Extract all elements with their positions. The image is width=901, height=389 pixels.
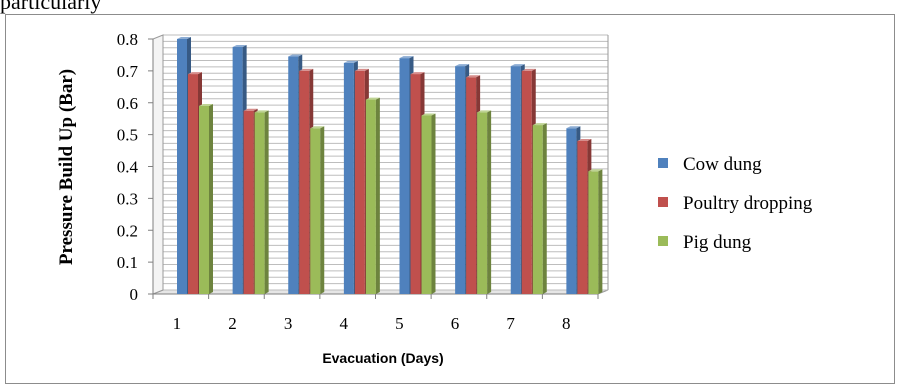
bar bbox=[199, 103, 213, 294]
x-tick-label: 7 bbox=[506, 314, 515, 333]
y-tick-label: 0.1 bbox=[117, 253, 138, 272]
y-tick-label: 0.3 bbox=[117, 189, 138, 208]
legend-item: Pig dung bbox=[658, 232, 752, 253]
y-tick-labels: 0 0.1 0.2 0.3 0.4 0.5 0.6 0.7 0.8 bbox=[117, 30, 139, 304]
bars bbox=[177, 37, 603, 294]
x-tick-labels: 1 2 3 4 5 6 7 8 bbox=[173, 314, 571, 333]
legend-item: Poultry dropping bbox=[658, 193, 813, 214]
cut-off-text-line: particularly bbox=[0, 0, 102, 14]
bar bbox=[532, 123, 547, 294]
x-tick-label: 2 bbox=[228, 314, 237, 333]
legend-swatch bbox=[658, 158, 668, 168]
y-axis-label: Pressure Build Up (Bar) bbox=[56, 69, 77, 265]
legend: Cow dung Poultry dropping Pig dung bbox=[658, 154, 813, 253]
y-tick-label: 0 bbox=[130, 285, 139, 304]
y-tick-label: 0.2 bbox=[117, 221, 138, 240]
legend-label: Poultry dropping bbox=[683, 193, 813, 214]
bar bbox=[588, 169, 603, 294]
bar bbox=[365, 97, 380, 294]
side-wall bbox=[152, 34, 164, 295]
x-tick-label: 8 bbox=[562, 314, 571, 333]
x-tick-label: 5 bbox=[395, 314, 404, 333]
bar bbox=[310, 126, 325, 294]
bar bbox=[254, 110, 269, 294]
x-tick-label: 6 bbox=[451, 314, 460, 333]
y-tick-label: 0.6 bbox=[117, 94, 138, 113]
y-tick-label: 0.5 bbox=[117, 126, 138, 145]
y-tick-label: 0.7 bbox=[117, 62, 139, 81]
x-tick-label: 3 bbox=[284, 314, 293, 333]
legend-label: Pig dung bbox=[683, 232, 752, 253]
bar bbox=[477, 110, 492, 294]
bar bbox=[421, 113, 436, 294]
legend-item: Cow dung bbox=[658, 154, 762, 175]
x-axis-label: Evacuation (Days) bbox=[322, 350, 443, 366]
legend-swatch bbox=[658, 236, 668, 246]
legend-label: Cow dung bbox=[683, 154, 762, 175]
x-tick-label: 1 bbox=[173, 314, 182, 333]
x-tick-label: 4 bbox=[339, 314, 348, 333]
y-tick-label: 0.4 bbox=[117, 158, 139, 177]
legend-swatch bbox=[658, 197, 668, 207]
y-tick-label: 0.8 bbox=[117, 30, 138, 49]
